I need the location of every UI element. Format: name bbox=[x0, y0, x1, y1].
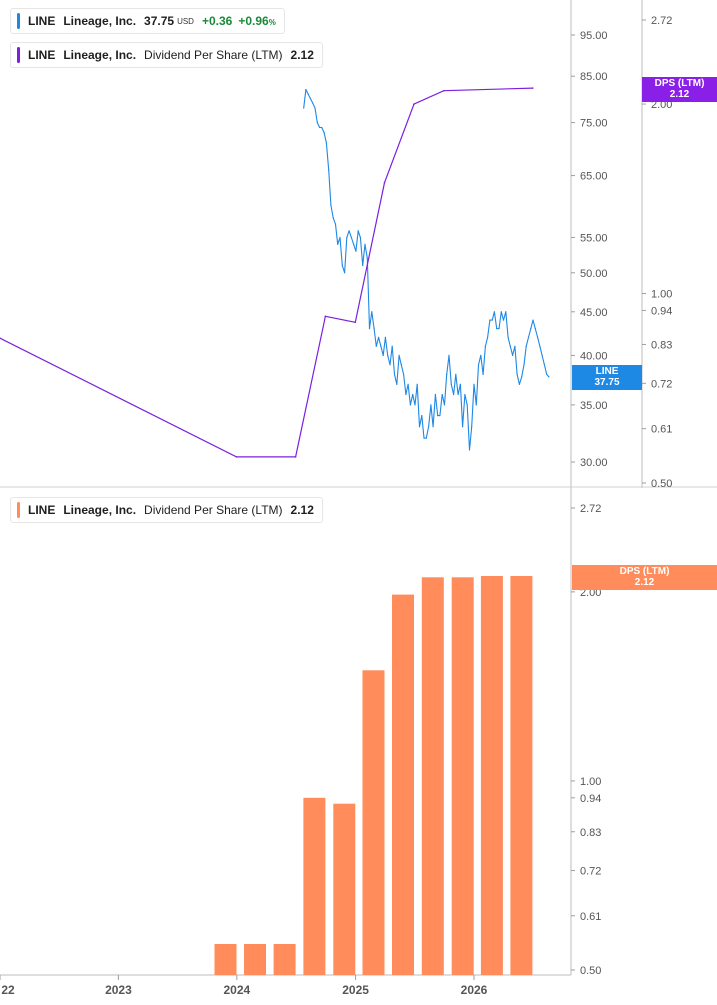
price-tick-label: 65.00 bbox=[580, 171, 608, 183]
price-badge-value: 37.75 bbox=[594, 377, 620, 388]
dps-tick-label: 2.72 bbox=[651, 15, 672, 27]
dps-bar bbox=[451, 577, 474, 975]
dps-bar-legend-value: 2.12 bbox=[290, 503, 314, 517]
price-tick-label: 45.00 bbox=[580, 307, 608, 319]
price-legend-change-pct-value: +0.96 bbox=[238, 14, 269, 28]
dps-bar bbox=[273, 944, 296, 975]
bar-dps-tick-label: 0.94 bbox=[580, 793, 601, 805]
dps-bar bbox=[480, 576, 503, 975]
price-legend-change-pct: +0.96% bbox=[238, 14, 276, 28]
dps-line-legend[interactable]: LINE Lineage, Inc. Dividend Per Share (L… bbox=[10, 42, 323, 68]
bar-dps-tick-label: 0.61 bbox=[580, 911, 601, 923]
dps-tick-label: 0.50 bbox=[651, 478, 672, 490]
bar-dps-tick-label: 0.72 bbox=[580, 866, 601, 878]
dps-bar-legend-name: Lineage, Inc. bbox=[63, 503, 137, 517]
dps-tick-label: 0.61 bbox=[651, 424, 672, 436]
dps-bar bbox=[303, 797, 326, 975]
dps-line-legend-ticker: LINE bbox=[28, 48, 56, 62]
dps-bar bbox=[333, 803, 356, 975]
price-legend-pct-sign: % bbox=[268, 18, 276, 27]
price-tick-label: 55.00 bbox=[580, 232, 608, 244]
price-legend-currency: USD bbox=[177, 16, 194, 26]
price-series-line bbox=[303, 88, 550, 451]
dps-bar bbox=[362, 670, 385, 975]
dps-top-badge-label: DPS (LTM) bbox=[654, 78, 705, 89]
dps-line-legend-name: Lineage, Inc. bbox=[63, 48, 137, 62]
dps-top-badge-value: 2.12 bbox=[669, 89, 690, 100]
dps-bar-legend[interactable]: LINE Lineage, Inc. Dividend Per Share (L… bbox=[10, 497, 323, 523]
dps-bar bbox=[214, 944, 237, 975]
dps-series-line bbox=[0, 87, 533, 458]
bar-dps-tick-label: 2.72 bbox=[580, 503, 601, 515]
dps-bar-legend-ticker: LINE bbox=[28, 503, 56, 517]
x-tick-label: 2023 bbox=[105, 983, 132, 997]
dps-line-legend-metric: Dividend Per Share (LTM) bbox=[144, 48, 283, 62]
dps-tick-label: 0.94 bbox=[651, 305, 672, 317]
dps-bottom-badge: DPS (LTM) 2.12 bbox=[572, 565, 717, 590]
x-tick-label: 22 bbox=[1, 983, 15, 997]
dps-bar-legend-metric: Dividend Per Share (LTM) bbox=[144, 503, 283, 517]
price-legend-value: 37.75 bbox=[144, 14, 175, 28]
dps-bottom-badge-label: DPS (LTM) bbox=[619, 566, 670, 577]
price-tick-label: 40.00 bbox=[580, 350, 608, 362]
dps-line-legend-value: 2.12 bbox=[290, 48, 314, 62]
dps-tick-label: 1.00 bbox=[651, 289, 672, 301]
price-legend-ticker: LINE bbox=[28, 14, 56, 28]
dps-line-legend-swatch bbox=[17, 47, 20, 63]
dps-bar bbox=[244, 944, 266, 975]
bar-dps-tick-label: 1.00 bbox=[580, 776, 601, 788]
x-tick-label: 2026 bbox=[461, 983, 488, 997]
x-tick-label: 2024 bbox=[223, 983, 250, 997]
price-legend-name: Lineage, Inc. bbox=[63, 14, 137, 28]
price-legend[interactable]: LINE Lineage, Inc. 37.75 USD +0.36 +0.96… bbox=[10, 8, 285, 34]
price-tick-label: 95.00 bbox=[580, 30, 608, 42]
dps-tick-label: 0.83 bbox=[651, 339, 672, 351]
price-legend-swatch bbox=[17, 13, 20, 29]
price-tick-label: 30.00 bbox=[580, 457, 608, 469]
price-tick-label: 85.00 bbox=[580, 71, 608, 83]
dps-bar bbox=[510, 576, 533, 975]
dps-top-badge: DPS (LTM) 2.12 bbox=[642, 77, 717, 102]
dps-bar-legend-swatch bbox=[17, 502, 20, 518]
bar-dps-tick-label: 0.83 bbox=[580, 827, 601, 839]
dps-bar bbox=[421, 577, 444, 975]
price-tick-label: 75.00 bbox=[580, 118, 608, 130]
dps-bar bbox=[392, 594, 414, 975]
bar-dps-tick-label: 0.50 bbox=[580, 965, 601, 977]
price-tick-label: 35.00 bbox=[580, 400, 608, 412]
price-badge: LINE 37.75 bbox=[572, 365, 642, 390]
dps-bottom-badge-value: 2.12 bbox=[634, 577, 655, 588]
dps-tick-label: 0.72 bbox=[651, 378, 672, 390]
price-tick-label: 50.00 bbox=[580, 268, 608, 280]
price-legend-change: +0.36 bbox=[201, 14, 233, 28]
price-badge-label: LINE bbox=[595, 366, 619, 377]
x-tick-label: 2025 bbox=[342, 983, 369, 997]
dps-tick-label: 2.00 bbox=[651, 99, 672, 111]
